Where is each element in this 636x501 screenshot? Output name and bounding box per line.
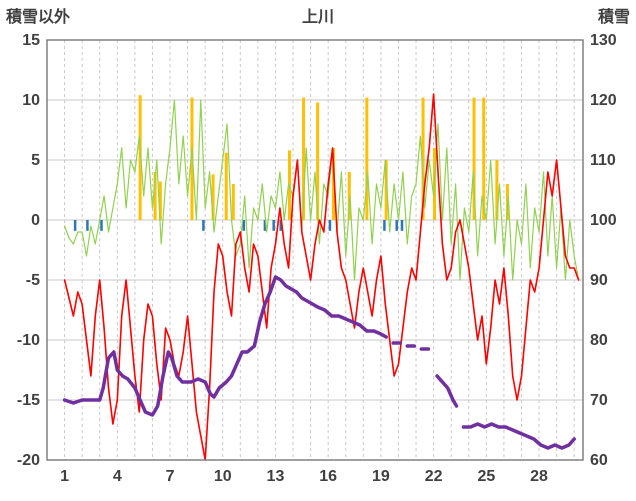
series-temperature-red	[63, 93, 580, 461]
sunshine-bar	[316, 102, 320, 220]
precip-mark	[100, 220, 103, 231]
right-axis-tick: 60	[590, 452, 608, 469]
right-axis-tick: 130	[590, 32, 617, 49]
sunshine-bar	[472, 97, 476, 220]
left-axis-tick: 15	[22, 32, 40, 49]
sunshine-bar	[347, 172, 351, 220]
precip-mark	[73, 220, 77, 231]
sunshine-bar	[190, 97, 194, 220]
precip-mark	[202, 220, 205, 231]
x-axis-tick: 7	[166, 468, 175, 485]
left-axis-tick: -10	[17, 332, 40, 349]
series-wind-green	[63, 99, 580, 281]
sunshine-bar	[211, 174, 215, 220]
precip-mark	[86, 220, 89, 231]
x-axis-tick: 10	[214, 468, 232, 485]
precip-mark	[263, 220, 267, 231]
x-axis-tick: 16	[319, 468, 337, 485]
right-axis-tick: 100	[590, 212, 617, 229]
chart-title: 上川	[301, 9, 335, 26]
sunshine-bar	[224, 152, 228, 220]
plot-border	[46, 39, 584, 461]
left-axis-tick: 5	[31, 152, 40, 169]
right-axis-tick: 90	[590, 272, 608, 289]
sunshine-bar	[302, 97, 306, 220]
x-axis-tick: 19	[372, 468, 390, 485]
sunshine-bar	[331, 148, 335, 220]
x-axis-tick: 25	[477, 468, 495, 485]
precip-mark	[279, 220, 282, 231]
sunshine-bar	[158, 181, 162, 220]
sunshine-bar	[231, 184, 235, 220]
left-axis-tick: 10	[22, 92, 40, 109]
series-snow-depth-purple	[62, 275, 388, 417]
sunshine-bar	[138, 95, 142, 220]
sunshine-bar	[365, 97, 369, 220]
precip-mark	[328, 220, 332, 231]
sunshine-bar	[384, 160, 388, 220]
left-axis-tick: 0	[31, 212, 40, 229]
right-axis-tick: 110	[590, 152, 616, 169]
right-axis-title: 積雪	[597, 9, 630, 26]
right-axis-tick: 70	[590, 392, 608, 409]
sunshine-bar	[482, 97, 486, 220]
precip-mark	[383, 220, 386, 231]
left-axis-tick: -20	[17, 452, 40, 469]
left-axis-tick: -5	[26, 272, 40, 289]
precip-mark	[400, 220, 404, 231]
x-axis-tick: 28	[530, 468, 548, 485]
series-snow-depth-purple	[461, 422, 576, 450]
precip-mark	[395, 220, 398, 231]
sunshine-bar	[421, 97, 425, 220]
series-snow-depth-purple	[435, 374, 459, 408]
x-axis-tick: 1	[60, 468, 69, 485]
right-axis-tick: 120	[590, 92, 617, 109]
left-axis-tick: -15	[17, 392, 40, 409]
sunshine-bar	[153, 172, 157, 220]
x-axis-tick: 22	[425, 468, 443, 485]
x-axis-tick: 4	[113, 468, 122, 485]
precip-mark	[272, 220, 275, 231]
sunshine-bar	[495, 160, 499, 220]
x-axis-tick: 13	[267, 468, 285, 485]
right-axis-tick: 80	[590, 332, 608, 349]
precip-mark	[242, 220, 246, 231]
left-axis-title: 積雪以外	[6, 9, 71, 26]
